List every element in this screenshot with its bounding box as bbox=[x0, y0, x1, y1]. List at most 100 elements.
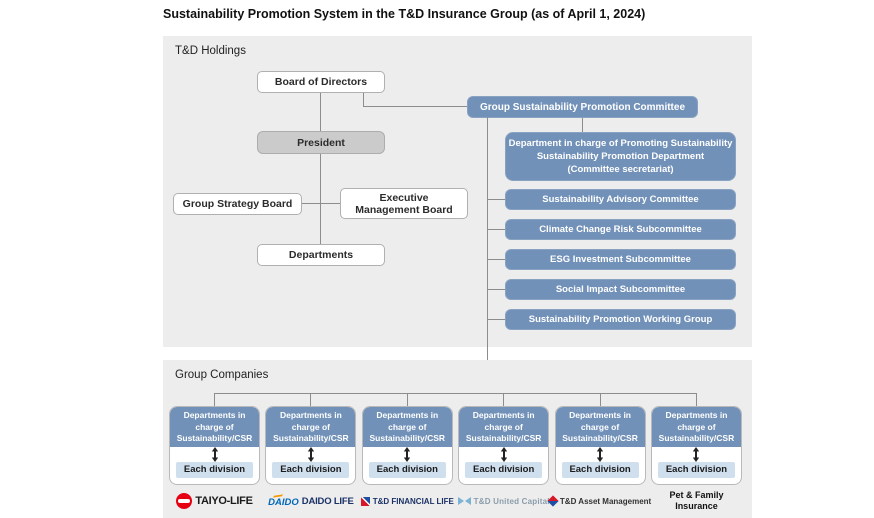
connector-col1-stub bbox=[214, 393, 215, 406]
company-logos-row: TAIYO-LIFE DAIDO DAIDO LIFE T&D FINANCIA… bbox=[169, 486, 742, 516]
up-down-arrow-icon bbox=[459, 446, 548, 463]
connector-stub-working-group bbox=[487, 319, 505, 320]
company-column-td-united-capital: Departments in charge of Sustainability/… bbox=[458, 406, 550, 485]
dept-line1: Departments in bbox=[279, 410, 342, 420]
page-title: Sustainability Promotion System in the T… bbox=[163, 7, 646, 21]
connector-stub-climate bbox=[487, 229, 505, 230]
dept-line1: Departments in bbox=[665, 410, 728, 420]
secretariat-line2: Sustainability Promotion Department bbox=[536, 151, 705, 162]
dept-line2: charge of bbox=[388, 421, 427, 432]
dept-line2: charge of bbox=[677, 421, 716, 432]
dept-line1: Departments in bbox=[183, 410, 246, 420]
daido-wordmark-icon: DAIDO bbox=[268, 493, 299, 508]
board-of-directors-box: Board of Directors bbox=[257, 71, 385, 93]
connector-bod-president bbox=[320, 93, 321, 131]
dept-line3: Sustainability/CSR bbox=[273, 433, 349, 443]
secretariat-line3: (Committee secretariat) bbox=[567, 164, 674, 175]
sustainability-promotion-department-box: Department in charge of Promoting Sustai… bbox=[505, 132, 736, 181]
connector-col3-stub bbox=[407, 393, 408, 406]
pet-family-line2: Insurance bbox=[675, 501, 718, 511]
group-strategy-board-box: Group Strategy Board bbox=[173, 193, 302, 215]
departments-in-charge-box: Departments in charge of Sustainability/… bbox=[459, 407, 549, 447]
departments-in-charge-box: Departments in charge of Sustainability/… bbox=[362, 407, 452, 447]
daido-life-wordmark: DAIDO LIFE bbox=[301, 495, 354, 507]
sustainability-advisory-committee-box: Sustainability Advisory Committee bbox=[505, 189, 736, 210]
each-division-box: Each division bbox=[176, 462, 253, 478]
climate-change-risk-subcommittee-box: Climate Change Risk Subcommittee bbox=[505, 219, 736, 240]
dept-line2: charge of bbox=[484, 421, 523, 432]
sustainability-promotion-working-group-box: Sustainability Promotion Working Group bbox=[505, 309, 736, 330]
company-columns-row: Departments in charge of Sustainability/… bbox=[169, 406, 742, 485]
logo-td-financial-life: T&D FINANCIAL LIFE bbox=[360, 486, 454, 516]
dept-line2: charge of bbox=[291, 421, 331, 432]
company-column-taiyo: Departments in charge of Sustainability/… bbox=[169, 406, 260, 485]
dept-line2: charge of bbox=[195, 421, 234, 432]
dept-line1: Departments in bbox=[569, 410, 631, 420]
departments-in-charge-box: Departments in charge of Sustainability/… bbox=[651, 407, 741, 447]
connector-col6-stub bbox=[696, 393, 697, 406]
connector-distribution-horizontal bbox=[214, 393, 697, 394]
up-down-arrow-icon bbox=[652, 446, 741, 463]
connector-bod-committee-horizontal bbox=[363, 106, 467, 107]
group-sustainability-promotion-committee-box: Group Sustainability Promotion Committee bbox=[467, 96, 698, 118]
pet-family-line1: Pet & Family bbox=[669, 489, 724, 500]
td-united-capital-wordmark: T&D United Capital bbox=[473, 496, 550, 506]
logo-pet-and-family-insurance: Pet & Family Insurance bbox=[651, 486, 742, 516]
td-holdings-label: T&D Holdings bbox=[175, 45, 246, 57]
company-column-pet-family: Departments in charge of Sustainability/… bbox=[650, 406, 742, 485]
executive-management-board-box: Executive Management Board bbox=[340, 188, 468, 219]
connector-col5-stub bbox=[600, 393, 601, 406]
social-impact-subcommittee-box: Social Impact Subcommittee bbox=[505, 279, 736, 300]
group-companies-section: Group Companies Departments in charge of… bbox=[163, 360, 752, 518]
each-division-box: Each division bbox=[272, 462, 350, 478]
connector-president-departments bbox=[320, 154, 321, 244]
up-down-arrow-icon bbox=[266, 446, 355, 463]
each-division-box: Each division bbox=[657, 462, 735, 478]
dept-line1: Departments in bbox=[376, 410, 439, 420]
td-financial-wordmark: T&D FINANCIAL LIFE bbox=[372, 496, 454, 506]
td-asset-management-wordmark: T&D Asset Management bbox=[559, 496, 652, 506]
logo-td-asset-management: T&D Asset Management bbox=[547, 486, 651, 516]
company-column-td-financial: Departments in charge of Sustainability/… bbox=[361, 406, 453, 485]
logo-taiyo-life: TAIYO-LIFE bbox=[169, 486, 260, 516]
td-financial-square-icon bbox=[360, 496, 370, 506]
taiyo-life-circle-icon bbox=[176, 493, 193, 509]
connector-bod-committee-vertical bbox=[363, 93, 364, 107]
td-united-capital-bowtie-icon bbox=[457, 497, 471, 505]
each-division-box: Each division bbox=[368, 462, 446, 478]
taiyo-life-wordmark: TAIYO-LIFE bbox=[195, 495, 253, 507]
group-companies-label: Group Companies bbox=[175, 369, 269, 381]
logo-td-united-capital: T&D United Capital bbox=[457, 486, 550, 516]
departments-in-charge-box: Departments in charge of Sustainability/… bbox=[266, 407, 356, 447]
dept-line3: Sustainability/CSR bbox=[465, 433, 542, 443]
connector-stub-advisory bbox=[487, 199, 505, 200]
departments-in-charge-box: Departments in charge of Sustainability/… bbox=[555, 407, 645, 447]
connector-col4-stub bbox=[503, 393, 504, 406]
connector-col2-stub bbox=[310, 393, 311, 406]
td-holdings-section: T&D Holdings Board of Directors Presiden… bbox=[163, 36, 752, 347]
up-down-arrow-icon bbox=[170, 446, 259, 463]
connector-stub-esg bbox=[487, 259, 505, 260]
connector-stub-social bbox=[487, 289, 505, 290]
secretariat-line1: Department in charge of Promoting Sustai… bbox=[508, 138, 733, 149]
connector-committee-secretariat bbox=[582, 118, 583, 132]
each-division-box: Each division bbox=[465, 462, 543, 478]
connector-gsb-emb bbox=[302, 203, 340, 204]
president-box: President bbox=[257, 131, 385, 154]
pet-family-wordmark: Pet & Family Insurance bbox=[669, 490, 723, 513]
departments-in-charge-box: Departments in charge of Sustainability/… bbox=[170, 407, 259, 447]
company-column-td-asset-management: Departments in charge of Sustainability/… bbox=[554, 406, 646, 485]
dept-line3: Sustainability/CSR bbox=[176, 433, 253, 443]
connector-trunk-vertical bbox=[487, 117, 488, 393]
each-division-box: Each division bbox=[561, 462, 639, 478]
logo-daido-life: DAIDO DAIDO LIFE bbox=[265, 486, 356, 516]
dept-line2: charge of bbox=[580, 421, 620, 432]
dept-line3: Sustainability/CSR bbox=[658, 433, 735, 443]
company-column-daido: Departments in charge of Sustainability/… bbox=[265, 406, 357, 485]
up-down-arrow-icon bbox=[556, 446, 645, 463]
dept-line1: Departments in bbox=[472, 410, 535, 420]
esg-investment-subcommittee-box: ESG Investment Subcommittee bbox=[505, 249, 736, 270]
dept-line3: Sustainability/CSR bbox=[369, 433, 446, 443]
departments-box: Departments bbox=[257, 244, 385, 266]
up-down-arrow-icon bbox=[363, 446, 452, 463]
